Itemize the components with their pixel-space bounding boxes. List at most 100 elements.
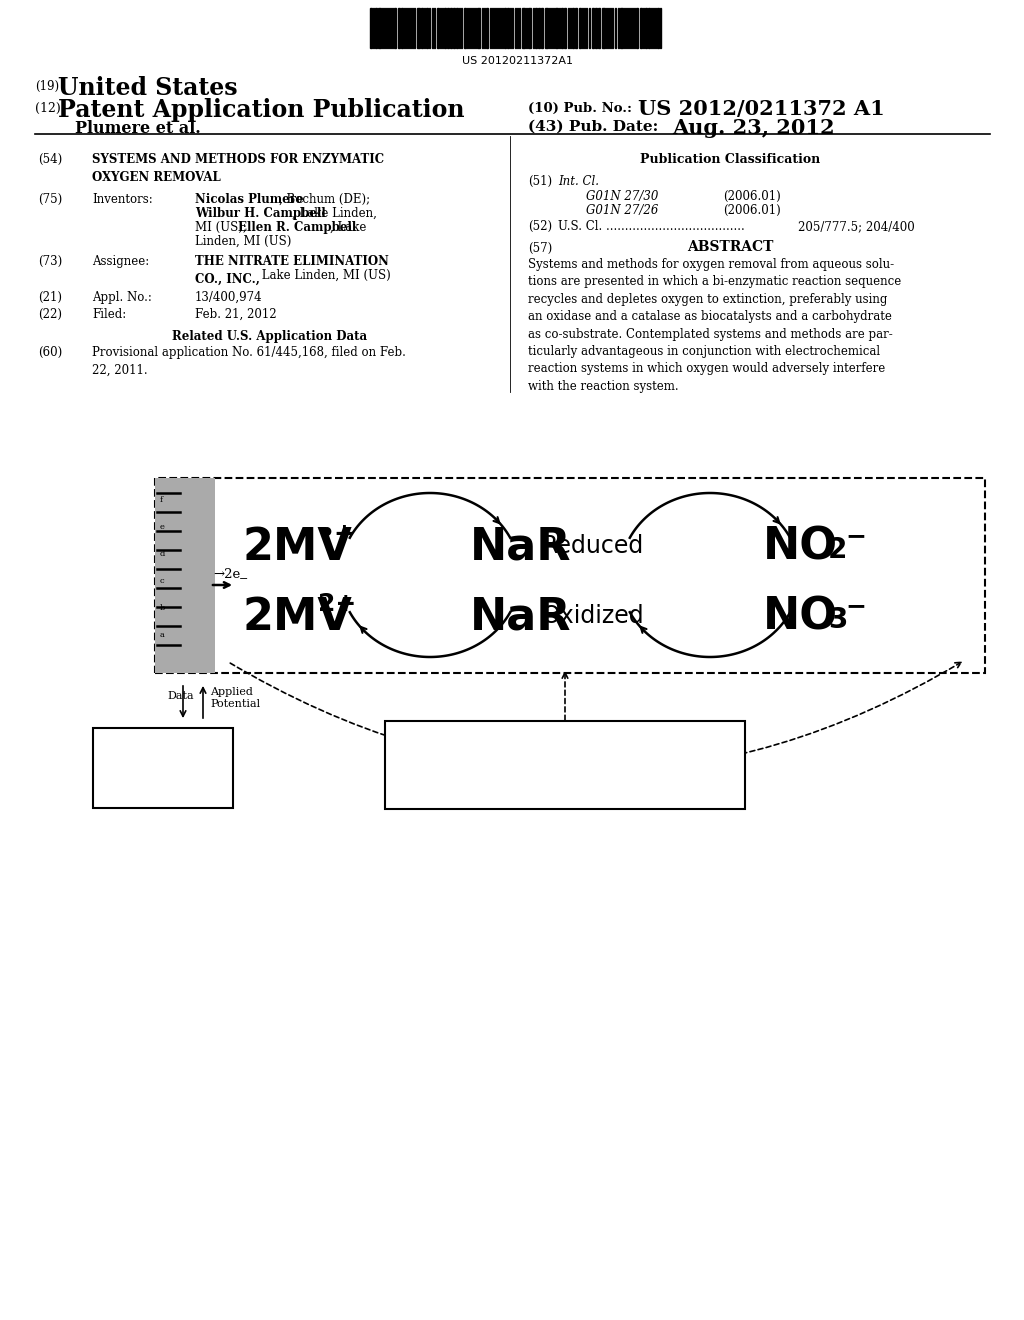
Text: Applied: Applied — [210, 686, 253, 697]
Text: (51): (51) — [528, 176, 552, 187]
Text: with Oxygen Removal System: with Oxygen Removal System — [455, 766, 675, 780]
Bar — [385, 721, 745, 809]
Text: 2MV: 2MV — [243, 525, 353, 569]
Text: Wilbur H. Campbell: Wilbur H. Campbell — [195, 207, 326, 220]
Text: Data: Data — [167, 690, 194, 701]
Text: Ellen R. Campbell: Ellen R. Campbell — [238, 220, 356, 234]
Bar — [486, 8, 488, 48]
Text: Inventors:: Inventors: — [92, 193, 153, 206]
Bar — [592, 8, 594, 48]
Text: U.S. Cl. .....................................: U.S. Cl. ...............................… — [558, 220, 744, 234]
Bar — [456, 8, 458, 48]
Text: c: c — [160, 577, 165, 585]
Bar — [426, 8, 428, 48]
Text: 13/400,974: 13/400,974 — [195, 290, 262, 304]
Text: Plumere et al.: Plumere et al. — [75, 120, 201, 137]
Text: , Lake: , Lake — [330, 220, 367, 234]
Text: →2e: →2e — [213, 568, 241, 581]
Text: (2006.01): (2006.01) — [723, 205, 780, 216]
Text: United States: United States — [58, 77, 238, 100]
Bar — [155, 478, 985, 673]
Text: (22): (22) — [38, 308, 62, 321]
Text: (73): (73) — [38, 255, 62, 268]
Text: System: System — [140, 777, 186, 791]
Bar — [447, 8, 449, 48]
Text: (54): (54) — [38, 153, 62, 166]
Bar — [564, 8, 566, 48]
Bar — [93, 729, 233, 808]
Bar — [598, 8, 600, 48]
Text: Provisional application No. 61/445,168, filed on Feb.
22, 2011.: Provisional application No. 61/445,168, … — [92, 346, 406, 378]
Text: Publication Classification: Publication Classification — [640, 153, 820, 166]
Bar — [453, 8, 455, 48]
Text: Nicolas Plumere: Nicolas Plumere — [195, 193, 304, 206]
Text: Filed:: Filed: — [92, 308, 126, 321]
Bar — [535, 8, 537, 48]
Text: (21): (21) — [38, 290, 62, 304]
Text: a: a — [160, 631, 165, 639]
Text: (43) Pub. Date:: (43) Pub. Date: — [528, 120, 658, 135]
Text: MI (US);: MI (US); — [195, 220, 247, 234]
Text: Int. Cl.: Int. Cl. — [558, 176, 599, 187]
Text: (52): (52) — [528, 220, 552, 234]
Text: Potentiostat &: Potentiostat & — [118, 746, 209, 759]
Text: THE NITRATE ELIMINATION
CO., INC.,: THE NITRATE ELIMINATION CO., INC., — [195, 255, 389, 286]
Bar — [561, 8, 563, 48]
Bar — [640, 8, 642, 48]
Bar — [522, 8, 525, 48]
Bar — [602, 8, 605, 48]
Text: •+: •+ — [318, 521, 355, 546]
Text: US 20120211372A1: US 20120211372A1 — [462, 55, 573, 66]
Text: NO: NO — [763, 597, 838, 639]
Text: (2006.01): (2006.01) — [723, 190, 780, 203]
Bar — [507, 8, 509, 48]
Text: Computer: Computer — [131, 762, 195, 775]
Text: G01N 27/26: G01N 27/26 — [586, 205, 658, 216]
Text: Patent Application Publication: Patent Application Publication — [58, 98, 465, 121]
Bar — [378, 8, 381, 48]
Text: (60): (60) — [38, 346, 62, 359]
Text: 205/777.5; 204/400: 205/777.5; 204/400 — [798, 220, 914, 234]
Text: Feb. 21, 2012: Feb. 21, 2012 — [195, 308, 276, 321]
Text: Appl. No.:: Appl. No.: — [92, 290, 152, 304]
Bar — [421, 8, 423, 48]
Bar — [398, 8, 400, 48]
Bar — [545, 8, 548, 48]
Text: , Bochum (DE);: , Bochum (DE); — [279, 193, 370, 206]
Text: Systems and methods for oxygen removal from aqueous solu-
tions are presented in: Systems and methods for oxygen removal f… — [528, 257, 901, 393]
Text: (19): (19) — [35, 81, 59, 92]
Text: NaR: NaR — [470, 525, 571, 569]
Text: −: − — [239, 574, 249, 583]
Text: , Lake Linden,: , Lake Linden, — [292, 207, 377, 220]
Text: Lake Linden, MI (US): Lake Linden, MI (US) — [258, 269, 391, 282]
Bar — [417, 8, 420, 48]
Bar — [595, 8, 597, 48]
Text: Open to Ambient Air: Open to Ambient Air — [490, 787, 640, 803]
Bar — [572, 8, 574, 48]
Text: 2MV: 2MV — [243, 597, 353, 639]
Bar — [464, 8, 466, 48]
Text: Oxidized: Oxidized — [542, 605, 645, 628]
Bar — [648, 8, 650, 48]
Text: SYSTEMS AND METHODS FOR ENZYMATIC
OXYGEN REMOVAL: SYSTEMS AND METHODS FOR ENZYMATIC OXYGEN… — [92, 153, 384, 183]
Bar — [579, 8, 581, 48]
Text: Reduced: Reduced — [542, 535, 644, 558]
Text: −: − — [845, 524, 866, 548]
Bar — [370, 8, 372, 48]
Text: Aug. 23, 2012: Aug. 23, 2012 — [672, 117, 835, 139]
Text: US 2012/0211372 A1: US 2012/0211372 A1 — [638, 99, 885, 119]
Bar — [645, 8, 647, 48]
Bar — [401, 8, 403, 48]
Bar — [450, 8, 452, 48]
Bar — [504, 8, 506, 48]
Bar — [394, 8, 396, 48]
Bar — [538, 8, 540, 48]
Text: (10) Pub. No.:: (10) Pub. No.: — [528, 102, 632, 115]
Text: G01N 27/30: G01N 27/30 — [586, 190, 658, 203]
Text: Potential: Potential — [210, 700, 260, 709]
Text: (57): (57) — [528, 242, 552, 255]
Text: ABSTRACT: ABSTRACT — [687, 240, 773, 253]
Text: f: f — [160, 496, 163, 504]
Bar — [437, 8, 439, 48]
Text: d: d — [160, 550, 165, 558]
